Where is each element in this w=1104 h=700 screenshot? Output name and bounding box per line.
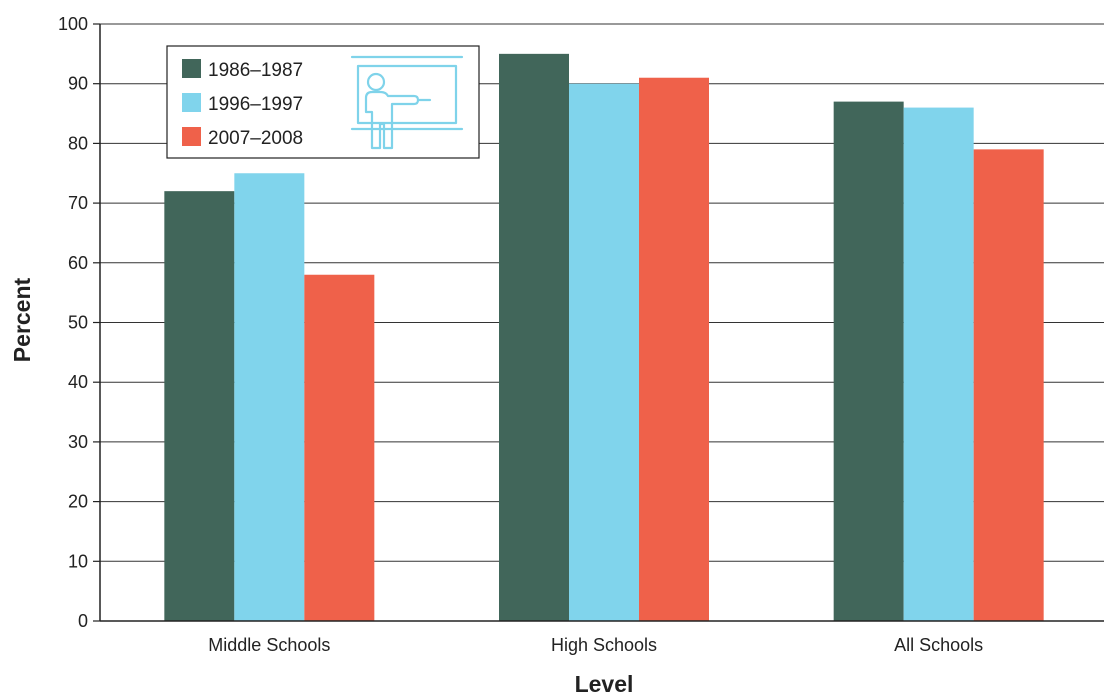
bar-high-schools-1986-1987: [499, 53, 569, 622]
bar-all-schools-1996-1997: [903, 107, 974, 621]
y-tick-label: 100: [58, 14, 88, 34]
bar-middle-schools-1986-1987: [164, 191, 235, 621]
y-tick-label: 30: [68, 432, 88, 452]
legend-label-1986-1987: 1986–1987: [208, 60, 303, 81]
y-tick-label: 90: [68, 74, 88, 94]
legend-swatch-1996-1997: [182, 93, 201, 112]
teacher-at-board-icon: [350, 55, 464, 150]
y-tick-label: 20: [68, 492, 88, 512]
bar-all-schools-1986-1987: [833, 101, 904, 622]
axes: [99, 24, 1104, 622]
y-tick-label: 80: [68, 133, 88, 153]
legend-swatch-2007-2008: [182, 127, 201, 146]
bars: [164, 53, 1044, 622]
y-tick-labels: 0 10 20 30 40 50 60 70 80 90 100: [58, 14, 88, 631]
y-tick-label: 0: [78, 611, 88, 631]
legend-swatch-1986-1987: [182, 59, 201, 78]
legend-box: [166, 45, 480, 159]
bar-high-schools-1996-1997: [569, 83, 639, 621]
x-tick-label: All Schools: [894, 635, 983, 655]
legend-label-2007-2008: 2007–2008: [208, 128, 303, 149]
y-tick-label: 70: [68, 193, 88, 213]
legend-label-1996-1997: 1996–1997: [208, 94, 303, 115]
y-tick-label: 40: [68, 372, 88, 392]
y-tick-label: 60: [68, 253, 88, 273]
bar-high-schools-2007-2008: [639, 77, 709, 622]
y-tick-label: 50: [68, 313, 88, 333]
bar-all-schools-2007-2008: [973, 149, 1044, 621]
x-tick-label: Middle Schools: [208, 635, 330, 655]
bar-middle-schools-1996-1997: [234, 173, 305, 621]
legend: 1986–1987 1996–1997 2007–2008: [166, 45, 480, 159]
x-tick-labels: Middle Schools High Schools All Schools: [208, 635, 983, 655]
bar-middle-schools-2007-2008: [304, 274, 375, 621]
x-axis-title: Level: [575, 671, 634, 697]
x-tick-label: High Schools: [551, 635, 657, 655]
y-axis-title: Percent: [9, 277, 35, 362]
y-tick-label: 10: [68, 551, 88, 571]
